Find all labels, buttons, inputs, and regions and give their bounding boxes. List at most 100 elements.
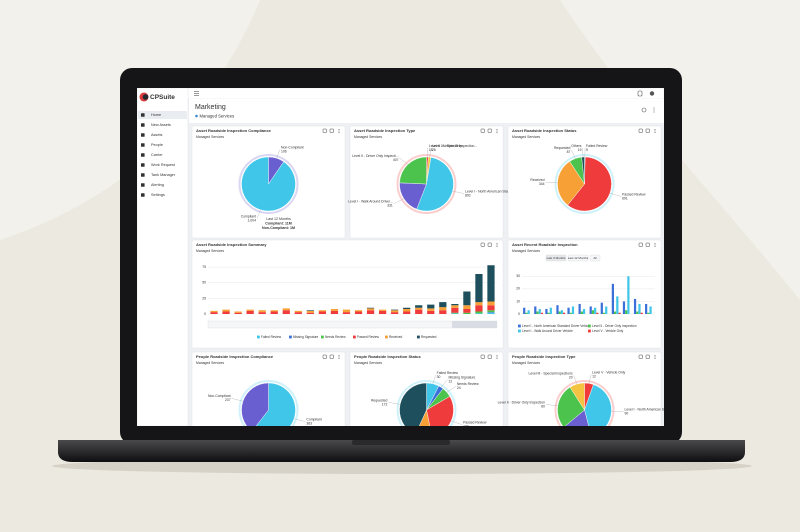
bar-segment [439, 302, 447, 308]
widget-menu[interactable] [654, 246, 656, 247]
legend-label[interactable]: Requested [421, 335, 437, 339]
widget-action[interactable] [480, 242, 485, 247]
bar [589, 306, 592, 314]
more-icon[interactable] [653, 111, 655, 113]
pie-slice [241, 156, 296, 212]
pie-value: 19 [578, 148, 582, 152]
pie-value: 331 [387, 204, 393, 208]
widget-title: Asset Roadside Inspection Type [354, 128, 416, 133]
bar-segment [403, 309, 411, 312]
legend-label[interactable]: Missing Signature [293, 335, 319, 339]
legend-label[interactable]: Passed Review [357, 335, 380, 339]
legend-label[interactable]: Needs Review [325, 335, 346, 339]
widget-menu[interactable] [496, 132, 498, 133]
widget-menu[interactable] [496, 130, 498, 132]
widget-menu[interactable] [338, 129, 340, 130]
widget-menu[interactable] [338, 132, 340, 133]
widget-menu[interactable] [338, 356, 340, 358]
legend-label[interactable]: Level I - Walk Around Driver Vehicle [522, 329, 573, 333]
widget-action[interactable] [329, 354, 334, 359]
filter-button[interactable] [589, 254, 601, 262]
legend-label[interactable]: Failed Review [261, 335, 282, 339]
logo-text: CPSuite [150, 94, 175, 101]
nav-item[interactable]: Home [151, 113, 161, 117]
widget-menu[interactable] [654, 129, 656, 130]
annotation: Compliant: 11M [265, 221, 292, 225]
nav-item[interactable]: Tank Manager [151, 173, 176, 177]
nav-icon [141, 163, 145, 167]
pie-value: 691 [622, 196, 628, 200]
nav-item[interactable]: Settings [151, 193, 165, 197]
widget-menu[interactable] [654, 244, 656, 246]
refresh-icon[interactable] [641, 107, 647, 113]
widget-menu[interactable] [654, 358, 656, 359]
widget-menu[interactable] [496, 243, 498, 244]
widget-menu[interactable] [496, 358, 498, 359]
filter-button-label[interactable]: Last 12 Months [568, 256, 589, 260]
widget-action[interactable] [487, 354, 492, 359]
leader-line [451, 420, 463, 425]
legend-swatch [518, 324, 521, 328]
widget-action[interactable] [645, 354, 650, 359]
widget-menu[interactable] [496, 356, 498, 358]
leader-line [231, 398, 243, 402]
notification-icon[interactable] [637, 90, 643, 97]
leader-line [276, 149, 281, 159]
nav-item[interactable]: New Assets [151, 123, 171, 127]
pie-value: 20 [569, 375, 573, 379]
legend-label[interactable]: Level II - Driver Only Inspection [592, 324, 637, 328]
widget-subtitle: Managed Services [512, 361, 540, 365]
filter-button-label[interactable]: Last 3 Months [547, 256, 566, 260]
widget-action[interactable] [487, 128, 492, 133]
widget-action[interactable] [480, 354, 485, 359]
nav-item[interactable]: Carrier [151, 153, 163, 157]
user-icon[interactable] [649, 91, 655, 96]
widget-action[interactable] [329, 128, 334, 133]
pie-slice [564, 409, 589, 426]
widget-action[interactable] [638, 242, 643, 247]
filter-button[interactable] [545, 254, 567, 262]
nav-item[interactable]: Assets [151, 133, 162, 137]
bar-segment [366, 308, 375, 311]
widget-menu[interactable] [654, 355, 656, 356]
nav-item[interactable]: Work Request [151, 163, 176, 167]
widget-menu[interactable] [496, 355, 498, 356]
widget-menu[interactable] [338, 130, 340, 132]
bar [545, 308, 548, 314]
bar-segment [294, 310, 302, 313]
filter-button[interactable] [567, 254, 589, 262]
more-icon[interactable] [653, 107, 655, 109]
page-header [189, 99, 664, 123]
widget-menu[interactable] [654, 243, 656, 244]
legend-swatch [353, 335, 356, 339]
widget-action[interactable] [645, 128, 650, 133]
widget-action[interactable] [480, 128, 485, 133]
widget-menu[interactable] [338, 355, 340, 356]
widget-menu[interactable] [654, 132, 656, 133]
filter-button-label[interactable]: All [593, 256, 597, 260]
widget-action[interactable] [487, 242, 492, 247]
leader-line [446, 386, 456, 393]
legend-label[interactable]: Received [389, 335, 403, 339]
legend-label[interactable]: Level I - North American Standard Driver… [522, 324, 591, 328]
widget-action[interactable] [322, 128, 327, 133]
nav-item[interactable]: Alerting [151, 183, 164, 187]
widget-menu[interactable] [654, 130, 656, 132]
widget-action[interactable] [322, 354, 327, 359]
bar-segment [222, 309, 230, 312]
nav-item[interactable]: People [151, 143, 163, 147]
widget-action[interactable] [638, 128, 643, 133]
navigator-window[interactable] [452, 321, 497, 328]
widget-action[interactable] [638, 354, 643, 359]
widget-menu[interactable] [496, 129, 498, 130]
widget-menu[interactable] [338, 358, 340, 359]
widget-action[interactable] [645, 242, 650, 247]
legend-label[interactable]: Level V - Vehicle Only [592, 329, 624, 333]
bar [571, 306, 575, 314]
pie-label: Requested [554, 146, 571, 150]
widget-menu[interactable] [654, 356, 656, 358]
widget-menu[interactable] [496, 246, 498, 247]
widget-menu[interactable] [496, 244, 498, 246]
more-icon[interactable] [653, 109, 655, 111]
bar [647, 312, 650, 314]
